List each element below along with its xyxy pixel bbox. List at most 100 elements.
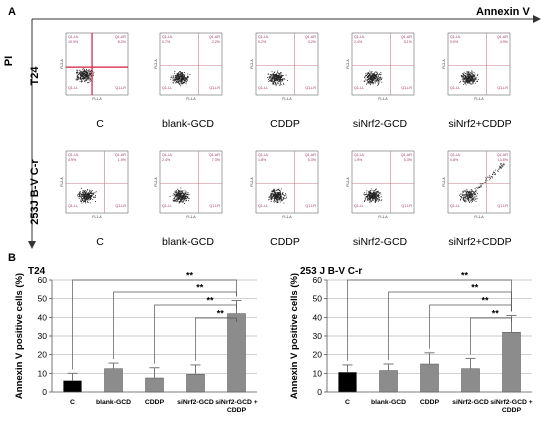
row-label-t24: T24: [29, 66, 41, 86]
pi-axis-title: PI: [3, 55, 16, 67]
svg-text:5.3%: 5.3%: [308, 158, 317, 162]
svg-text:10.9%: 10.9%: [68, 40, 79, 44]
svg-text:FL2-A: FL2-A: [442, 59, 446, 69]
svg-text:FL1-A: FL1-A: [378, 97, 388, 101]
svg-text:Q1-UR: Q1-UR: [497, 35, 509, 39]
svg-text:Q1-LL: Q1-LL: [162, 204, 172, 208]
y-tick-label: 20: [313, 350, 323, 360]
panel-a-axes-arrows: [28, 15, 541, 249]
svg-text:Q1-UR: Q1-UR: [209, 153, 221, 157]
svg-text:Q1-UL: Q1-UL: [354, 153, 365, 157]
flow-plot-0-4: Q1-UL0.9% Q1-UR4.9% Q1-LL Q1-LR FL2-A FL1-A: [442, 32, 511, 101]
svg-text:Q1-UR: Q1-UR: [497, 153, 509, 157]
significance-bracket: [195, 317, 237, 361]
significance-label: **: [196, 283, 204, 293]
cond-label: CDDP: [270, 118, 300, 130]
svg-text:Q1-LR: Q1-LR: [497, 204, 508, 208]
bar-chart-t24: Annexin V positive cells (%) 0 10 20 30 40 50 6…: [14, 271, 258, 415]
significance-label: **: [217, 309, 225, 319]
svg-text:Q1-UR: Q1-UR: [209, 35, 221, 39]
svg-text:Q1-LL: Q1-LL: [258, 204, 268, 208]
svg-text:Q1-LL: Q1-LL: [162, 86, 172, 90]
svg-text:Q1-LR: Q1-LR: [497, 86, 508, 90]
x-tick-label: blank-GCD: [96, 399, 131, 406]
svg-text:0.9%: 0.9%: [450, 40, 459, 44]
cond-label: blank-GCD: [162, 236, 214, 248]
svg-text:Q1-UR: Q1-UR: [305, 153, 317, 157]
svg-text:13.6%: 13.6%: [498, 158, 509, 162]
svg-text:FL2-A: FL2-A: [60, 177, 64, 187]
significance-label: **: [481, 296, 489, 306]
flow-plot-0-3: Q1-UL2.4% Q1-UR5.1% Q1-LL Q1-LR FL2-A FL1-A: [346, 32, 415, 101]
x-tick-label: siNrf2-GCD: [452, 399, 489, 406]
bar: [104, 368, 123, 393]
x-tick-label: C: [70, 399, 75, 406]
svg-text:Q1-LR: Q1-LR: [115, 86, 126, 90]
svg-text:Q1-LR: Q1-LR: [209, 86, 220, 90]
y-tick-label: 40: [38, 312, 48, 322]
svg-text:FL2-A: FL2-A: [250, 59, 254, 69]
y-axis-label: Annexin V positive cells (%): [289, 273, 300, 399]
bar: [338, 372, 357, 393]
x-tick-label: siNrf2-GCD +: [215, 399, 258, 406]
x-tick-label: CDDP: [502, 407, 522, 414]
x-tick-label: C: [345, 399, 350, 406]
svg-text:FL1-A: FL1-A: [474, 215, 484, 219]
chart-title-253j: 253 J B-V C-r: [300, 266, 363, 277]
svg-text:2.2%: 2.2%: [212, 40, 221, 44]
svg-text:4.9%: 4.9%: [68, 158, 77, 162]
y-tick-label: 50: [313, 294, 323, 304]
significance-label: **: [186, 271, 194, 281]
svg-text:Q1-LL: Q1-LL: [68, 86, 78, 90]
bar: [227, 313, 246, 393]
svg-text:1.9%: 1.9%: [354, 158, 363, 162]
svg-text:1.9%: 1.9%: [118, 158, 127, 162]
svg-text:Q1-LR: Q1-LR: [305, 204, 316, 208]
bar-chart-253j: Annexin V positive cells (%) 0 10 20 30 40 50 6…: [289, 271, 533, 415]
x-tick-label: CDDP: [145, 399, 165, 406]
bar: [145, 377, 164, 393]
svg-text:4.9%: 4.9%: [500, 40, 509, 44]
y-tick-label: 50: [38, 294, 48, 304]
svg-text:0.2%: 0.2%: [308, 40, 317, 44]
svg-text:0.2%: 0.2%: [258, 40, 267, 44]
svg-text:FL2-A: FL2-A: [250, 177, 254, 187]
svg-text:2.4%: 2.4%: [162, 158, 171, 162]
svg-text:Q1-LR: Q1-LR: [401, 86, 412, 90]
bar: [502, 332, 521, 393]
svg-text:1.8%: 1.8%: [258, 158, 267, 162]
cond-label: C: [96, 236, 104, 248]
svg-text:Q1-UL: Q1-UL: [162, 153, 173, 157]
svg-text:Q1-UR: Q1-UR: [305, 35, 317, 39]
svg-text:Q1-UL: Q1-UL: [162, 35, 173, 39]
svg-text:Q1-LR: Q1-LR: [115, 204, 126, 208]
svg-text:0.8%: 0.8%: [450, 158, 459, 162]
svg-text:Q1-UL: Q1-UL: [450, 35, 461, 39]
cond-label: siNrf2-GCD: [352, 236, 408, 248]
svg-text:7.3%: 7.3%: [212, 158, 221, 162]
cond-label: C: [96, 118, 104, 130]
significance-label: **: [492, 309, 500, 319]
svg-text:Q1-UL: Q1-UL: [68, 35, 79, 39]
svg-text:FL2-A: FL2-A: [346, 177, 350, 187]
flow-plot-1-2: Q1-UL1.8% Q1-UR5.3% Q1-LL Q1-LR FL2-A FL1-A: [250, 150, 319, 219]
significance-bracket: [154, 304, 237, 364]
svg-text:Q1-UR: Q1-UR: [115, 35, 127, 39]
cond-label: blank-GCD: [162, 118, 214, 130]
svg-text:FL1-A: FL1-A: [282, 97, 292, 101]
y-tick-label: 10: [313, 368, 323, 378]
panel-b-letter: B: [8, 252, 16, 264]
svg-text:FL1-A: FL1-A: [92, 97, 102, 101]
bar: [186, 374, 205, 393]
chart-title-t24: T24: [28, 266, 46, 277]
panel-a-letter: A: [8, 6, 16, 18]
cond-label: siNrf2+CDDP: [448, 236, 512, 248]
y-tick-label: 30: [38, 331, 48, 341]
significance-bracket: [388, 291, 512, 360]
svg-text:Q1-LL: Q1-LL: [450, 204, 460, 208]
x-tick-label: siNrf2-GCD: [177, 399, 214, 406]
y-tick-label: 20: [38, 350, 48, 360]
